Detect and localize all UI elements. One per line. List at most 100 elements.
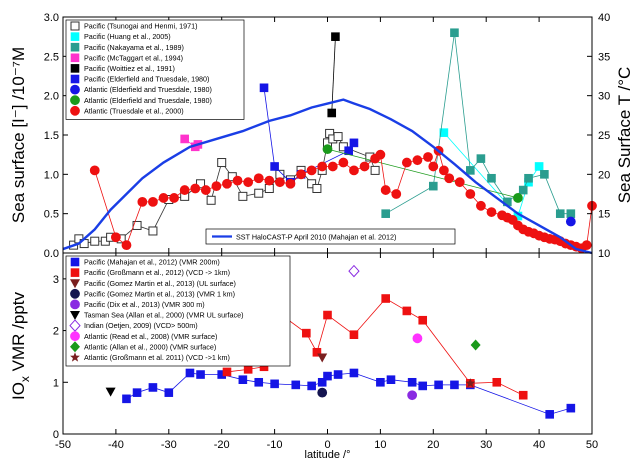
data-point <box>407 377 417 387</box>
data-point <box>264 175 275 186</box>
data-point <box>349 368 359 378</box>
data-point <box>518 390 528 400</box>
legend-label: Tasman Sea (Allan et al., 2000) (VMR UL … <box>84 311 244 320</box>
data-point <box>338 157 349 168</box>
data-point <box>470 339 481 351</box>
x-tick-label: -20 <box>214 439 230 451</box>
legend-label: Atlantic (Truesdale et al., 2000) <box>84 106 184 115</box>
data-point <box>253 173 264 184</box>
legend-label: Atlantic (Allan et al., 2000) (VMR surfa… <box>84 342 216 351</box>
legend-label: Pacific (Mahajan et al., 2012) (VMR 200m… <box>84 258 220 267</box>
legend: Pacific (Mahajan et al., 2012) (VMR 200m… <box>65 255 291 367</box>
data-point <box>238 375 248 385</box>
legend-label: Atlantic (Read et al., 2008) (VMR surfac… <box>84 332 217 341</box>
y-tick-label: 1 <box>53 377 59 389</box>
series-indian-oetjen-2009-vcd-500m <box>348 264 360 278</box>
data-point <box>450 380 459 390</box>
legend-sst: SST HaloCAST-P April 2010 (Mahajan et al… <box>205 228 456 245</box>
x-tick-label: 30 <box>480 439 492 451</box>
data-point <box>465 378 476 388</box>
y-right-tick-label: 30 <box>598 91 610 103</box>
data-point <box>476 200 486 211</box>
data-point <box>418 315 428 325</box>
legend-marker <box>70 84 80 95</box>
x-tick-label: -50 <box>55 439 71 451</box>
data-point <box>375 149 386 160</box>
data-point <box>285 178 296 189</box>
legend-box <box>205 228 456 245</box>
legend-label: Pacific (Dix et al., 2013) (VMR 300 m) <box>84 300 205 309</box>
data-point <box>323 371 332 381</box>
legend-label: Pacific (Gomez Martin et al., 2013) (UL … <box>84 279 236 288</box>
data-point <box>380 185 391 195</box>
data-point <box>222 178 232 189</box>
series-pacific-mahajan-et-al-2012-vmr-200m <box>122 368 576 419</box>
data-point <box>327 161 338 172</box>
data-point <box>322 144 333 155</box>
data-point <box>349 165 359 176</box>
legend-label: Atlantic (Großmann et al. 2011) (VCD ->1… <box>84 353 230 362</box>
data-point <box>238 191 248 201</box>
legend-marker <box>70 32 80 41</box>
data-point <box>121 240 132 251</box>
series-line <box>126 372 571 415</box>
series-atlantic-read-et-al-2008-vmr-surface <box>412 333 423 344</box>
series-tasman-sea-allan-et-al-2000-vmr-ul-surface <box>105 387 116 397</box>
x-axis-label: latitude /° <box>305 449 351 461</box>
y-right-tick-label: 40 <box>598 12 610 24</box>
data-point <box>513 193 523 203</box>
data-point <box>317 353 328 363</box>
legend-label: Pacific (Gomez Martin et al., 2013) (VMR… <box>84 289 235 298</box>
series-atlantic-elderfield-and-truesdale-1980 <box>565 216 576 227</box>
ylabel-main: IO <box>9 382 28 400</box>
legend-marker <box>70 257 80 267</box>
y-tick-label: 1.0 <box>44 169 59 181</box>
data-point <box>402 306 412 316</box>
data-point <box>148 383 158 392</box>
y-tick-label: 2 <box>53 326 59 338</box>
data-point <box>540 170 549 179</box>
data-point <box>465 189 476 199</box>
data-point <box>164 388 174 397</box>
data-point <box>259 83 269 93</box>
data-point <box>534 162 544 171</box>
legend-marker <box>70 74 80 84</box>
series-atlantic-allan-et-al-2000-vmr-surface <box>470 339 481 351</box>
y-tick-label: 1.5 <box>44 130 59 142</box>
x-tick-label: 0 <box>324 439 330 451</box>
legend-label: Pacific (Tsunogai and Henmi, 1971) <box>84 22 197 31</box>
y-tick-label: 3 <box>53 274 59 286</box>
y-tick-label: 0.5 <box>44 209 59 221</box>
y-right-tick-label: 10 <box>598 248 610 260</box>
y-tick-label: 0 <box>53 429 59 441</box>
data-point <box>307 179 317 189</box>
data-point <box>412 155 423 166</box>
legend: Pacific (Tsunogai and Henmi, 1971)Pacifi… <box>65 19 245 120</box>
y-right-tick-label: 20 <box>598 169 610 181</box>
legend-marker <box>70 311 80 320</box>
data-point <box>486 207 497 217</box>
legend-marker <box>70 53 80 63</box>
x-tick-label: 20 <box>427 439 439 451</box>
data-point <box>492 377 502 387</box>
series-pacific-mctaggart-et-al-1994 <box>180 134 203 152</box>
data-point <box>487 173 496 183</box>
legend-label: Pacific (Elderfield and Truesdale, 1980) <box>84 75 209 84</box>
data-point <box>359 161 370 172</box>
data-point <box>105 387 116 397</box>
data-point <box>450 28 459 38</box>
legend-box <box>65 255 291 367</box>
legend-label: Pacific (Huang et al., 2005) <box>84 32 171 41</box>
data-point <box>264 183 274 193</box>
series-pacific-gomez-martin-et-al-2013-ul-surface <box>317 353 328 363</box>
data-point <box>566 209 576 218</box>
data-point <box>348 264 360 278</box>
legend-marker <box>70 42 80 52</box>
data-point <box>270 379 279 389</box>
legend-marker <box>70 21 80 31</box>
data-point <box>386 375 396 385</box>
y-tick-label: 2.0 <box>44 91 59 103</box>
data-point <box>111 232 121 243</box>
legend-marker <box>70 341 80 353</box>
